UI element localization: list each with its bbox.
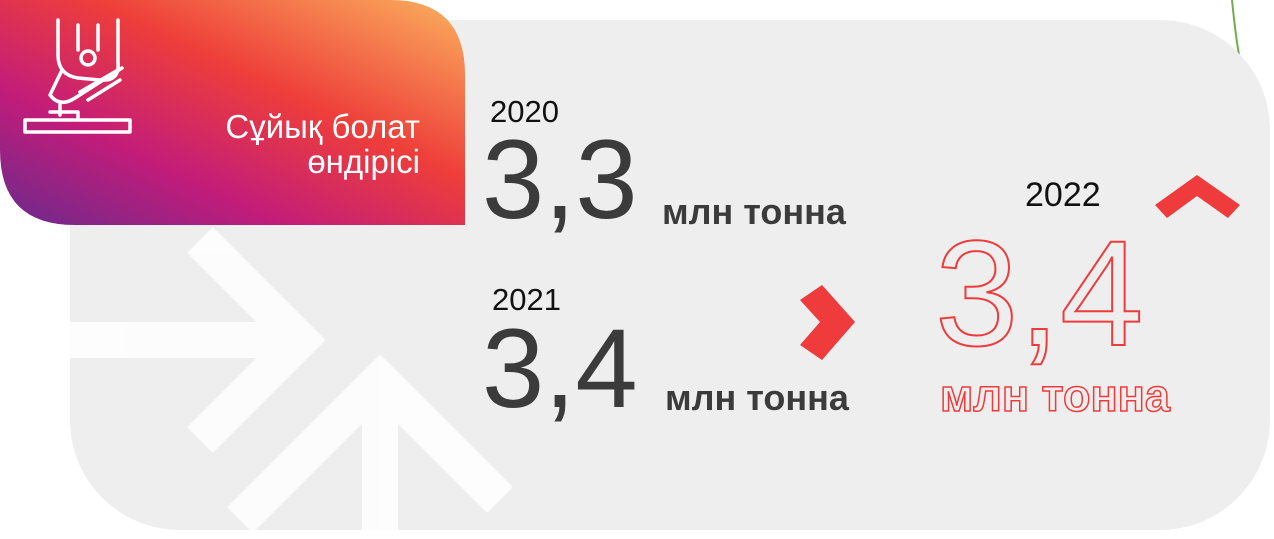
decor-arrows	[0, 227, 513, 539]
chevron-right	[800, 285, 855, 360]
value-outline: 3,4	[935, 209, 1144, 377]
year: 2022	[1025, 176, 1101, 214]
title-line: Сұйық болат	[225, 108, 420, 145]
unit-outline: млн тонна	[940, 370, 1171, 421]
year: 2020	[490, 94, 559, 129]
unit: млн тонна	[662, 191, 847, 232]
year: 2021	[492, 282, 561, 317]
unit: млн тонна	[665, 377, 850, 418]
title-line: өндірісі	[307, 143, 420, 180]
chevron-up	[1155, 175, 1240, 218]
value: 3,3	[482, 117, 638, 242]
steel-icon	[23, 18, 132, 134]
value: 3,4	[482, 306, 638, 431]
